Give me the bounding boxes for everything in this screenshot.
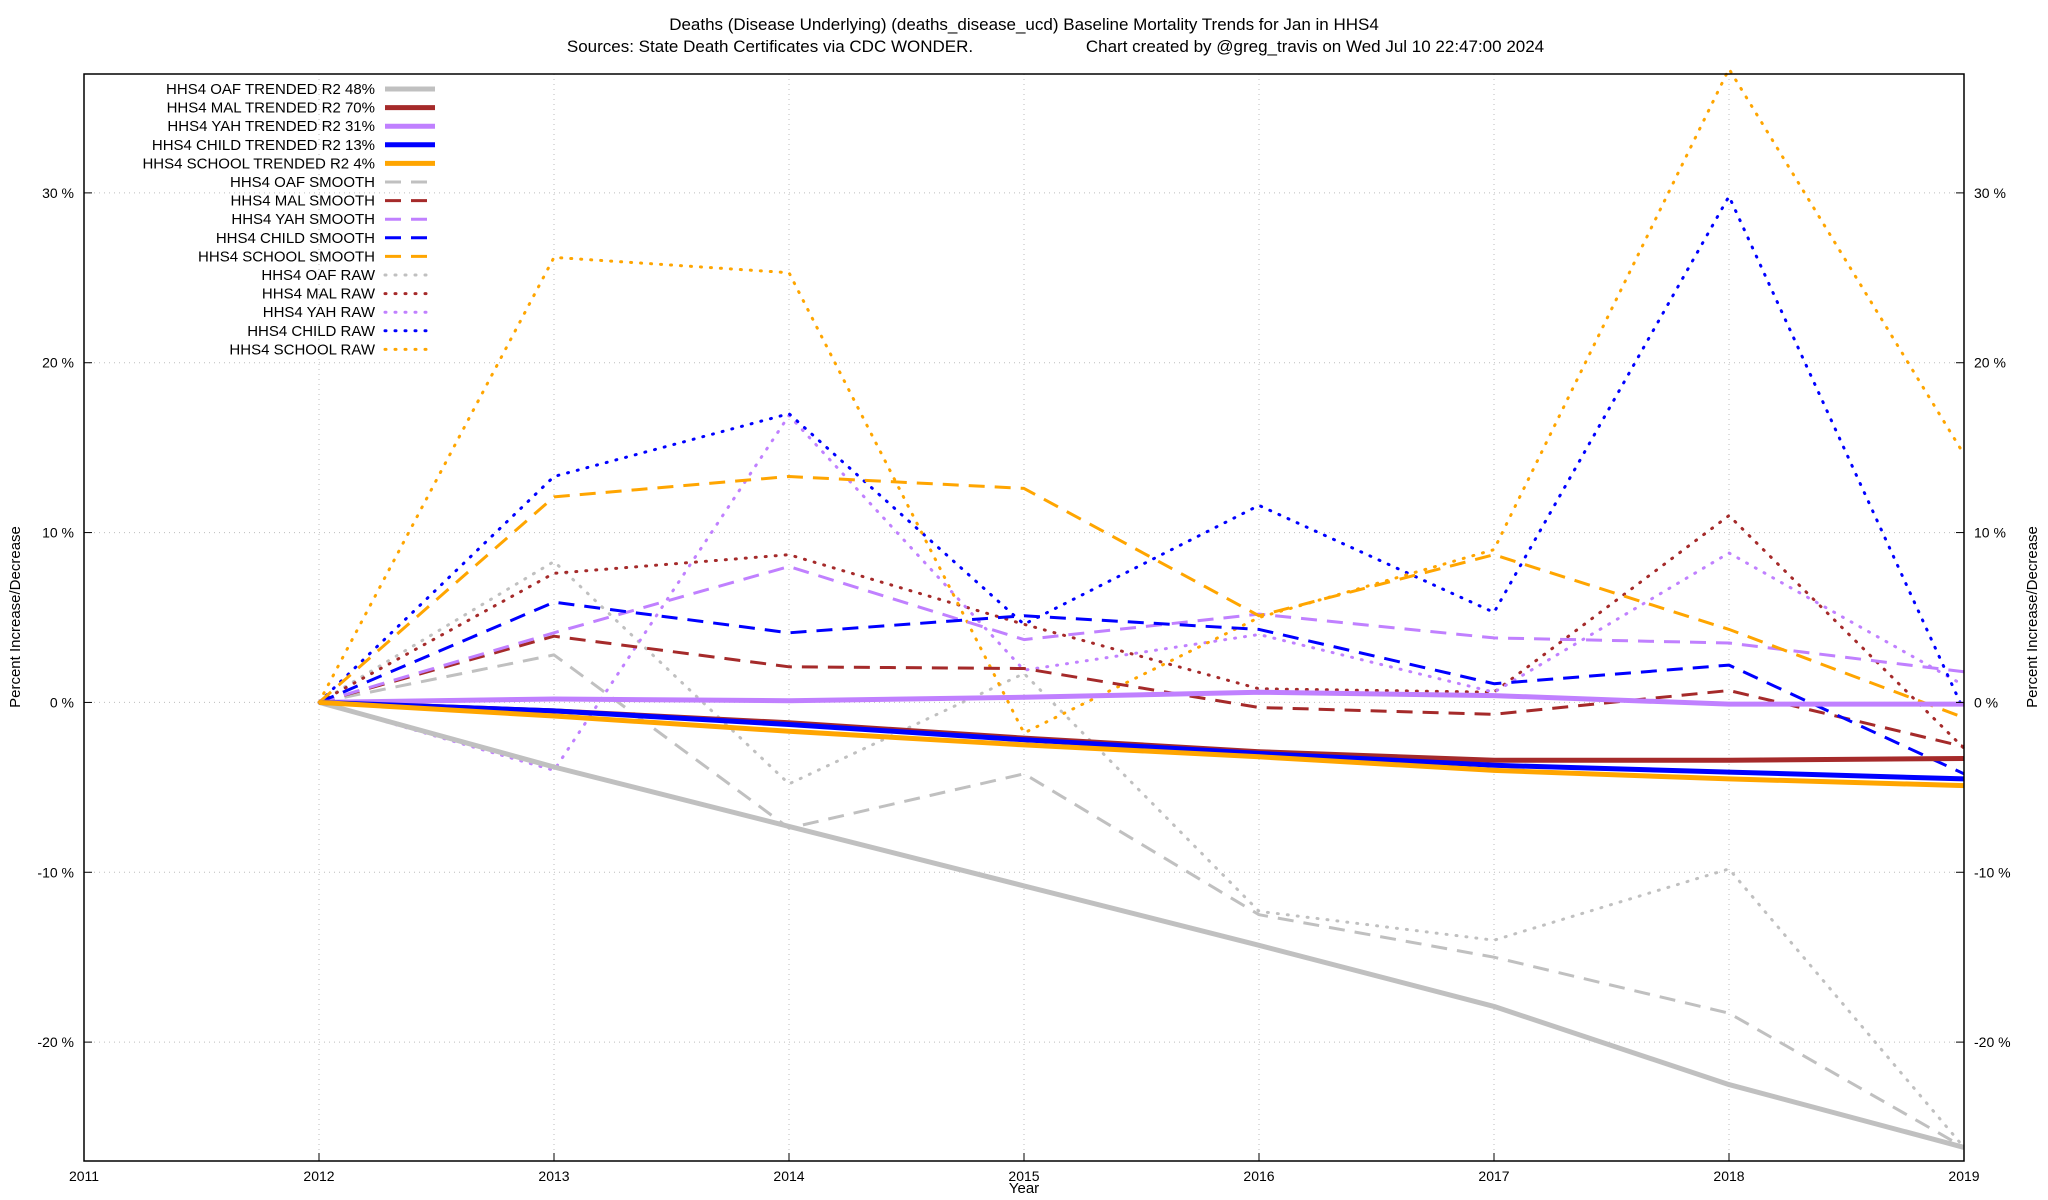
y-tick-label-right: 30 % — [1974, 185, 2006, 201]
series-line-hhs4-child-smooth — [318, 600, 1965, 776]
legend-label: HHS4 SCHOOL TRENDED R2 4% — [142, 155, 375, 172]
y-tick-label-left: 30 % — [42, 185, 74, 201]
y-axis-label-right: Percent Increase/Decrease — [2024, 526, 2041, 708]
legend-label: HHS4 YAH SMOOTH — [231, 211, 375, 228]
y-tick-label-left: -20 % — [37, 1034, 74, 1050]
legend-label: HHS4 SCHOOL SMOOTH — [198, 248, 375, 265]
x-tick-label: 2012 — [303, 1168, 334, 1184]
y-tick-label-left: 0 % — [50, 694, 74, 710]
y-tick-label-left: 20 % — [42, 355, 74, 371]
chart-subtitle-credit: Chart created by @greg_travis on Wed Jul… — [1086, 37, 1544, 56]
legend-label: HHS4 OAF TRENDED R2 48% — [166, 81, 375, 98]
series-line-hhs4-oaf-smooth — [318, 653, 1965, 1149]
x-tick-label: 2011 — [69, 1168, 99, 1184]
plot-series — [317, 67, 1966, 1150]
x-tick-label: 2013 — [538, 1168, 569, 1184]
series-line-hhs4-school-smooth — [318, 475, 1965, 720]
y-tick-label-right: 20 % — [1974, 355, 2006, 371]
series-line-hhs4-yah-trended-r2-31 — [318, 689, 1964, 707]
y-tick-label-right: -20 % — [1974, 1034, 2011, 1050]
y-axis-label-left: Percent Increase/Decrease — [7, 526, 24, 708]
legend-label: HHS4 CHILD TRENDED R2 13% — [152, 137, 375, 154]
x-axis-label: Year — [1009, 1180, 1039, 1197]
legend-label: HHS4 CHILD RAW — [247, 323, 376, 340]
legend-label: HHS4 MAL TRENDED R2 70% — [167, 100, 375, 117]
chart-title: Deaths (Disease Underlying) (deaths_dise… — [669, 15, 1379, 34]
series-line-hhs4-child-trended-r2-13 — [318, 699, 1965, 782]
legend-label: HHS4 YAH TRENDED R2 31% — [167, 118, 375, 135]
y-tick-label-right: -10 % — [1974, 864, 2011, 880]
x-tick-label: 2017 — [1478, 1168, 1509, 1184]
series-line-hhs4-oaf-trended-r2-48 — [318, 699, 1965, 1150]
x-tick-label: 2015 — [1008, 1168, 1039, 1184]
x-tick-label: 2014 — [773, 1168, 804, 1184]
series-line-hhs4-mal-smooth — [318, 634, 1965, 749]
legend-label: HHS4 CHILD SMOOTH — [216, 230, 375, 247]
series-line-hhs4-mal-raw — [317, 514, 1966, 750]
x-tick-label: 2019 — [1948, 1168, 1979, 1184]
legend-label: HHS4 OAF SMOOTH — [230, 174, 375, 191]
legend-label: HHS4 OAF RAW — [261, 267, 375, 284]
legend-label: HHS4 YAH RAW — [263, 304, 376, 321]
legend-label: HHS4 SCHOOL RAW — [229, 341, 375, 358]
x-tick-label: 2018 — [1713, 1168, 1744, 1184]
y-tick-label-right: 10 % — [1974, 525, 2006, 541]
series-line-hhs4-school-raw — [317, 67, 1966, 735]
axes: 2011 2012 2013 2014 2015 2016 2017 2018 2019 -20 … — [37, 185, 2010, 1184]
y-tick-label-left: 10 % — [42, 525, 74, 541]
legend-label: HHS4 MAL SMOOTH — [231, 193, 375, 210]
y-tick-label-left: -10 % — [37, 864, 74, 880]
legend: HHS4 OAF TRENDED R2 48% HHS4 MAL TRENDED … — [142, 81, 437, 358]
series-line-hhs4-school-trended-r2-4 — [318, 699, 1965, 789]
chart-subtitle-source: Sources: State Death Certificates via CD… — [567, 37, 973, 56]
legend-label: HHS4 MAL RAW — [262, 286, 376, 303]
x-tick-label: 2016 — [1243, 1168, 1274, 1184]
y-tick-label-right: 0 % — [1974, 694, 1998, 710]
